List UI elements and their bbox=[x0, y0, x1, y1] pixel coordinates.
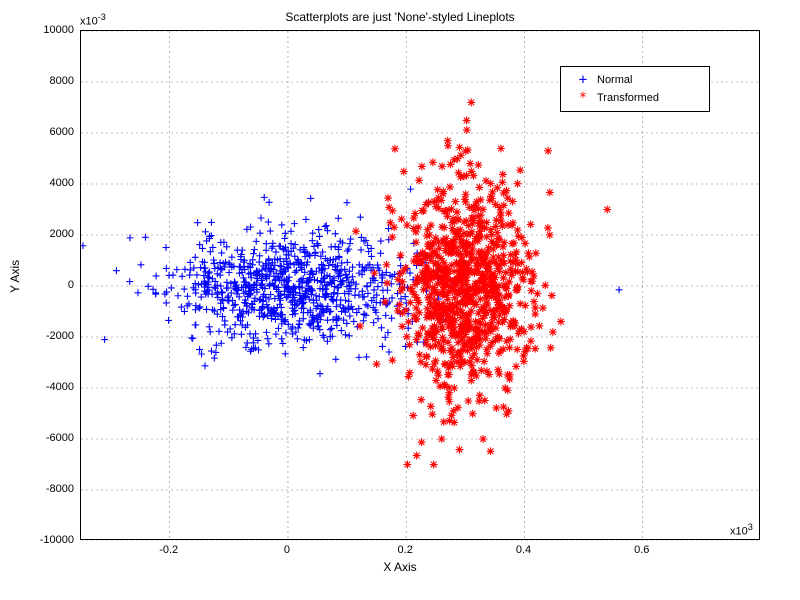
y-tick-label: 0 bbox=[30, 279, 74, 291]
y-tick-label: 4000 bbox=[30, 177, 74, 189]
x-tick-label: 0.4 bbox=[516, 544, 531, 556]
x-axis-label: X Axis bbox=[0, 560, 800, 574]
y-tick-label: -6000 bbox=[30, 432, 74, 444]
legend-item: *Transformed bbox=[569, 89, 701, 107]
series-normal bbox=[81, 186, 622, 377]
y-axis-multiplier: x10-3 bbox=[80, 12, 106, 28]
chart-title: Scatterplots are just 'None'-styled Line… bbox=[0, 10, 800, 24]
legend-item: +Normal bbox=[569, 71, 701, 89]
y-tick-label: -2000 bbox=[30, 330, 74, 342]
legend-swatch: + bbox=[569, 73, 597, 87]
legend-swatch: * bbox=[569, 91, 597, 105]
legend-label: Transformed bbox=[597, 92, 659, 104]
legend: +Normal*Transformed bbox=[560, 66, 710, 112]
y-axis-label: Y Axis bbox=[8, 260, 22, 293]
y-tick-label: 10000 bbox=[30, 24, 74, 36]
y-tick-label: 8000 bbox=[30, 75, 74, 87]
y-tick-label: -8000 bbox=[30, 483, 74, 495]
y-tick-label: 6000 bbox=[30, 126, 74, 138]
x-tick-label: 0 bbox=[284, 544, 290, 556]
x-tick-label: 0.2 bbox=[398, 544, 413, 556]
scatter-chart: Scatterplots are just 'None'-styled Line… bbox=[0, 0, 800, 600]
legend-label: Normal bbox=[597, 74, 632, 86]
y-tick-label: 2000 bbox=[30, 228, 74, 240]
x-tick-label: 0.6 bbox=[634, 544, 649, 556]
x-axis-multiplier: x103 bbox=[730, 522, 753, 538]
x-tick-label: -0.2 bbox=[159, 544, 178, 556]
y-tick-label: -10000 bbox=[30, 534, 74, 546]
y-tick-label: -4000 bbox=[30, 381, 74, 393]
